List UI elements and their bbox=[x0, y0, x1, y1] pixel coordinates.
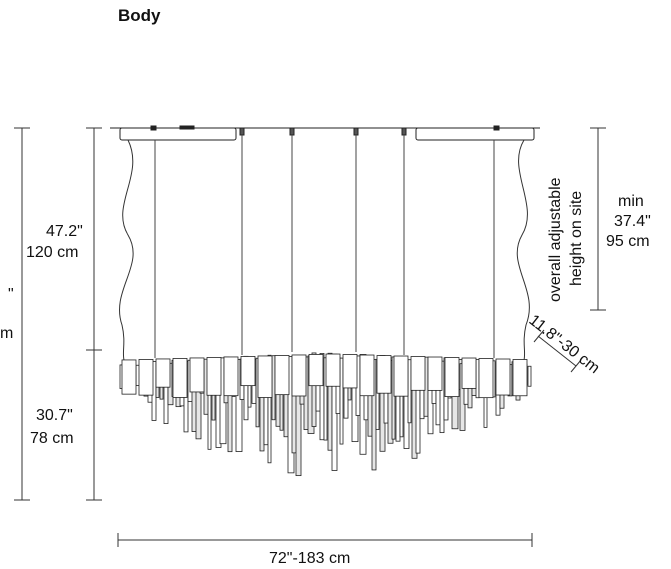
lower-height-cm: 78 cm bbox=[30, 430, 74, 447]
crystal-rod bbox=[271, 355, 276, 421]
upper-height-cm: 120 cm bbox=[26, 244, 78, 261]
crystal-prism bbox=[376, 355, 392, 394]
crystal-prism bbox=[223, 356, 239, 397]
crystal-rod bbox=[323, 357, 328, 441]
width-label: 72"-183 cm bbox=[269, 550, 350, 567]
crystal-prism bbox=[359, 354, 375, 397]
power-cords bbox=[119, 139, 530, 361]
min-in: 37.4" bbox=[614, 213, 651, 230]
adjustable-label-line1: overall adjustable bbox=[547, 177, 564, 302]
crystal-prism bbox=[240, 356, 256, 387]
crystal-rod bbox=[475, 359, 480, 399]
ceiling-canopies bbox=[110, 125, 540, 141]
crystal-prism bbox=[172, 358, 188, 398]
crystal-prism bbox=[393, 355, 409, 397]
crystal-prism bbox=[495, 358, 511, 396]
crystal-prism bbox=[478, 358, 494, 399]
split-height-dimension bbox=[86, 127, 102, 501]
crystal-prism bbox=[138, 359, 154, 396]
crystal-prism bbox=[512, 359, 528, 397]
width-dimension bbox=[117, 533, 533, 547]
depth-dimension bbox=[533, 329, 582, 373]
crystal-prism bbox=[342, 354, 358, 389]
lower-height-in: 30.7" bbox=[36, 407, 73, 424]
crystal-rod bbox=[235, 359, 243, 452]
min-label: min bbox=[618, 193, 644, 210]
crystal-prism bbox=[444, 357, 460, 397]
crystal-prism bbox=[427, 356, 443, 391]
suspension-cables bbox=[154, 135, 495, 358]
crystal-cluster bbox=[119, 352, 532, 477]
crystal-prism bbox=[461, 357, 477, 389]
crystal-prism bbox=[206, 357, 222, 396]
crystal-prism bbox=[155, 358, 171, 388]
crystal-rod bbox=[527, 365, 532, 387]
upper-height-in: 47.2" bbox=[46, 223, 83, 240]
adjustable-height-dimension bbox=[590, 127, 606, 311]
crystal-prism bbox=[325, 353, 341, 387]
adjustable-label-line2: height on site bbox=[568, 191, 585, 286]
depth-label: 11.8"-30 cm bbox=[526, 312, 603, 377]
crystal-prism bbox=[189, 357, 205, 393]
crystal-prism bbox=[308, 354, 324, 387]
total-height-dimension bbox=[14, 127, 30, 501]
crystal-rod bbox=[391, 356, 396, 440]
crystal-prism bbox=[257, 355, 273, 398]
total-height-cm: m bbox=[0, 325, 13, 342]
crystal-prism bbox=[121, 359, 137, 395]
crystal-prism bbox=[410, 356, 426, 391]
crystal-rod bbox=[267, 354, 272, 464]
crystal-rod bbox=[339, 357, 344, 445]
crystal-prism bbox=[291, 354, 307, 397]
crystal-rod bbox=[407, 359, 412, 424]
min-cm: 95 cm bbox=[606, 233, 650, 250]
total-height-in: " bbox=[8, 286, 14, 303]
drawing-title: Body bbox=[118, 6, 161, 25]
crystal-prism bbox=[274, 355, 290, 396]
